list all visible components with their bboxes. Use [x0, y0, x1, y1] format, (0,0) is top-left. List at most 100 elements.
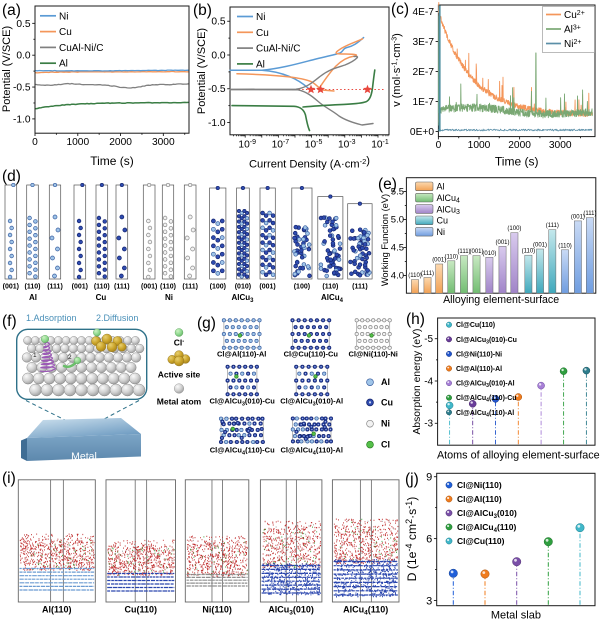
svg-text:Cu: Cu [437, 216, 449, 226]
svg-text:Cl: Cl [381, 440, 390, 450]
svg-text:(100): (100) [210, 284, 226, 291]
svg-text:(111): (111) [421, 271, 434, 277]
svg-text:Cl@AlCu3(010)-Al: Cl@AlCu3(010)-Al [456, 381, 515, 390]
svg-text:2E-7: 2E-7 [412, 67, 434, 78]
svg-text:Cl@AlCu4(110)-Al: Cl@AlCu4(110)-Al [280, 446, 342, 457]
svg-text:(001): (001) [571, 214, 585, 220]
svg-text:Cu: Cu [59, 27, 72, 38]
svg-text:5.0: 5.0 [391, 215, 404, 226]
svg-text:0.5: 0.5 [211, 17, 225, 28]
svg-text:0.0: 0.0 [16, 51, 30, 62]
svg-text:Al: Al [381, 377, 390, 387]
svg-text:AlCu3: AlCu3 [437, 204, 461, 216]
svg-text:(110): (110) [558, 243, 572, 249]
svg-text:Cu2+: Cu2+ [564, 10, 585, 21]
svg-text:Cl@AlCu3(010)-Cu: Cl@AlCu3(010)-Cu [456, 337, 517, 346]
svg-text:Cl@AlCu4(110)-Cu: Cl@AlCu4(110)-Cu [456, 395, 517, 404]
svg-text:-0.5: -0.5 [13, 83, 31, 94]
svg-text:Cl@Al(110): Cl@Al(110) [457, 494, 502, 504]
svg-text:Potential (V/SCE): Potential (V/SCE) [1, 26, 13, 112]
svg-text:Cl@Cu(110)-Cu: Cl@Cu(110)-Cu [284, 350, 339, 359]
svg-text:3000: 3000 [152, 137, 175, 148]
svg-text:-4: -4 [424, 376, 433, 387]
svg-text:2: 2 [68, 354, 72, 361]
svg-text:Cu: Cu [381, 397, 393, 407]
svg-text:(100): (100) [507, 226, 521, 232]
svg-text:Ni(110): Ni(110) [202, 605, 232, 615]
svg-text:AlCu3: AlCu3 [231, 293, 254, 304]
svg-text:(111): (111) [457, 249, 470, 255]
svg-text:(111): (111) [182, 284, 198, 291]
svg-text:Al: Al [59, 59, 68, 70]
svg-text:1000: 1000 [468, 140, 491, 151]
svg-text:Current Density (A·cm-2): Current Density (A·cm-2) [249, 155, 370, 171]
svg-text:(110): (110) [522, 249, 536, 255]
svg-text:0.5: 0.5 [16, 19, 30, 30]
svg-text:Time (s): Time (s) [495, 154, 539, 168]
svg-text:Cl@AlCu4(110)-Al: Cl@AlCu4(110)-Al [456, 410, 514, 419]
svg-text:Al: Al [437, 182, 445, 192]
svg-text:Time (s): Time (s) [90, 154, 134, 168]
svg-text:(110): (110) [160, 284, 176, 291]
svg-text:9: 9 [426, 472, 432, 484]
svg-text:Cl@Ni(110)-Ni: Cl@Ni(110)-Ni [456, 351, 502, 358]
svg-text:2.Diffusion: 2.Diffusion [96, 313, 138, 323]
svg-text:AlCu4: AlCu4 [437, 193, 461, 205]
svg-text:(110): (110) [94, 284, 110, 291]
svg-text:-1.0: -1.0 [13, 114, 31, 125]
svg-text:(001): (001) [72, 284, 88, 291]
svg-text:Metal slab: Metal slab [491, 610, 541, 622]
svg-text:Ni: Ni [381, 419, 390, 429]
svg-text:Cl@AlCu3(010): Cl@AlCu3(010) [457, 508, 517, 520]
svg-text:Ni: Ni [59, 11, 68, 22]
svg-text:(110): (110) [322, 284, 338, 291]
svg-text:(j): (j) [405, 471, 419, 488]
svg-text:Absorption energy (eV): Absorption energy (eV) [412, 329, 423, 435]
svg-text:Working Function (eV): Working Function (eV) [380, 194, 390, 286]
svg-text:(111): (111) [546, 223, 559, 229]
svg-text:10-5: 10-5 [305, 139, 323, 151]
svg-text:Cl@AlCu3(010)-Al: Cl@AlCu3(010)-Al [280, 397, 343, 408]
svg-text:(e): (e) [378, 176, 397, 193]
svg-text:(111): (111) [352, 284, 368, 291]
svg-text:(001): (001) [259, 284, 275, 291]
svg-text:10-3: 10-3 [338, 139, 356, 151]
svg-text:(110): (110) [445, 254, 459, 260]
svg-text:0E+0: 0E+0 [410, 127, 434, 138]
svg-text:4E-7: 4E-7 [412, 7, 434, 18]
svg-text:4.5: 4.5 [391, 243, 404, 254]
svg-text:3: 3 [426, 595, 432, 607]
svg-text:Ni: Ni [437, 227, 446, 237]
svg-text:Cl@Ni(110)-Ni: Cl@Ni(110)-Ni [348, 350, 397, 359]
svg-text:Al: Al [256, 59, 265, 70]
svg-text:0.0: 0.0 [211, 50, 225, 61]
svg-text:Metal atom: Metal atom [157, 397, 202, 407]
svg-text:Cl@Cu(110): Cl@Cu(110) [457, 536, 505, 546]
svg-text:(g): (g) [197, 315, 216, 332]
svg-text:(110): (110) [408, 273, 422, 279]
svg-text:Cl@Al(110)-Al: Cl@Al(110)-Al [217, 350, 266, 359]
svg-text:0: 0 [436, 140, 442, 151]
svg-text:Cu: Cu [96, 293, 107, 302]
svg-text:4.0: 4.0 [391, 271, 404, 282]
svg-text:Cl@AlCu4(110)-Cu: Cl@AlCu4(110)-Cu [210, 446, 275, 457]
svg-text:Cu: Cu [256, 28, 269, 39]
svg-text:10-7: 10-7 [272, 139, 290, 151]
svg-text:(f): (f) [2, 313, 17, 330]
svg-text:Ni: Ni [256, 12, 265, 23]
svg-text:(b): (b) [193, 2, 212, 19]
svg-text:AlCu4(110): AlCu4(110) [343, 605, 388, 617]
svg-text:(i): (i) [2, 470, 16, 487]
svg-text:6: 6 [426, 533, 432, 545]
svg-text:(001): (001) [495, 240, 509, 246]
svg-text:Cl@Cu(110): Cl@Cu(110) [456, 322, 495, 329]
svg-text:Potential (V/SCE): Potential (V/SCE) [196, 28, 208, 114]
svg-text:(001): (001) [432, 258, 446, 264]
svg-text:(001): (001) [141, 284, 157, 291]
svg-text:Cl@AlCu3(010)-Cu: Cl@AlCu3(010)-Cu [210, 397, 276, 408]
svg-text:Cl@Al(110)-Al: Cl@Al(110)-Al [456, 366, 502, 373]
svg-text:(010): (010) [482, 251, 496, 257]
svg-text:Al3+: Al3+ [564, 25, 581, 36]
svg-text:(001): (001) [533, 243, 547, 249]
svg-text:(100): (100) [294, 284, 310, 291]
